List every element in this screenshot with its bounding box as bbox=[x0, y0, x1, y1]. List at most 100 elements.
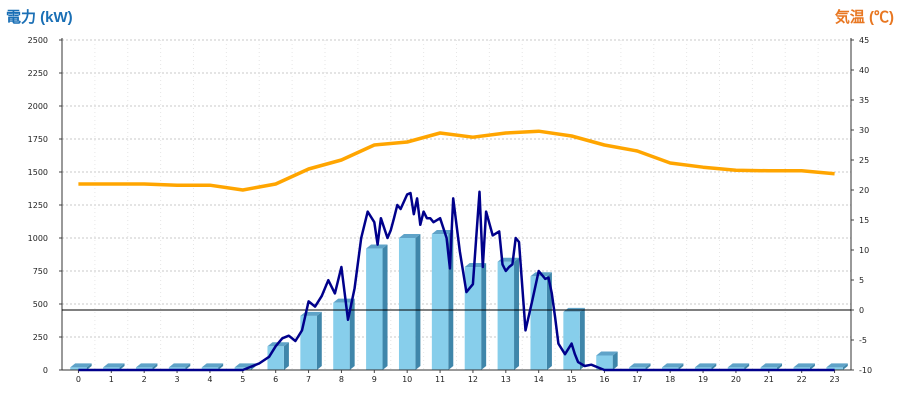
bar bbox=[793, 367, 810, 370]
bar bbox=[760, 367, 778, 370]
x-axis-tick-label: 6 bbox=[273, 375, 278, 384]
bar bbox=[596, 355, 613, 370]
bar-side bbox=[283, 342, 289, 370]
bar bbox=[694, 367, 712, 370]
right-axis-tick-label: 35 bbox=[859, 96, 869, 105]
x-axis-tick-label: 1 bbox=[109, 375, 114, 384]
x-axis-tick-label: 22 bbox=[797, 375, 807, 384]
left-axis-tick-label: 1750 bbox=[28, 135, 48, 144]
x-axis-tick-label: 4 bbox=[207, 375, 212, 384]
bar bbox=[431, 234, 449, 370]
bar-top bbox=[398, 234, 421, 238]
bar bbox=[70, 367, 87, 370]
bar bbox=[135, 367, 153, 370]
bar-side bbox=[842, 363, 848, 370]
bar bbox=[103, 367, 120, 370]
bar-top bbox=[431, 230, 454, 235]
bar-side bbox=[218, 363, 224, 370]
bar-side bbox=[711, 363, 717, 370]
temperature-line bbox=[78, 129, 835, 192]
x-axis-tick-label: 11 bbox=[435, 375, 445, 384]
bar-side bbox=[777, 363, 783, 370]
bar bbox=[727, 367, 745, 370]
right-axis-tick-label: 5 bbox=[859, 276, 864, 285]
bar-top bbox=[103, 363, 125, 368]
left-axis-tick-label: 2500 bbox=[28, 36, 48, 45]
left-axis-tick-label: 1500 bbox=[28, 168, 48, 177]
x-axis-tick-label: 8 bbox=[339, 375, 344, 384]
left-axis-tick-label: 250 bbox=[33, 333, 48, 342]
bar-side bbox=[481, 263, 487, 370]
bar bbox=[168, 367, 186, 370]
bar-top bbox=[70, 363, 92, 368]
x-axis-tick-label: 10 bbox=[402, 375, 412, 384]
right-axis-tick-label: -10 bbox=[859, 366, 872, 375]
bar-top bbox=[201, 363, 224, 368]
bar bbox=[333, 302, 350, 370]
x-axis-tick-label: 3 bbox=[175, 375, 180, 384]
x-axis-tick-label: 5 bbox=[240, 375, 245, 384]
bar-top bbox=[760, 363, 783, 368]
right-axis-tick-label: 45 bbox=[859, 36, 869, 45]
left-axis-tick-label: 2250 bbox=[28, 69, 48, 78]
bar-top bbox=[793, 363, 815, 368]
left-axis-tick-label: 500 bbox=[33, 300, 48, 309]
bar bbox=[629, 367, 646, 370]
x-axis-tick-label: 21 bbox=[764, 375, 774, 384]
bar bbox=[530, 276, 547, 370]
left-axis-tick-label: 750 bbox=[33, 267, 48, 276]
right-axis-tick-label: 25 bbox=[859, 156, 869, 165]
right-axis-tick-label: -5 bbox=[859, 336, 867, 345]
bar-side bbox=[678, 363, 684, 370]
left-axis-tick-label: 1250 bbox=[28, 201, 48, 210]
bar-side bbox=[744, 363, 750, 370]
x-axis-tick-label: 9 bbox=[372, 375, 377, 384]
right-axis-tick-label: 30 bbox=[859, 126, 869, 135]
left-axis-tick-label: 0 bbox=[43, 366, 48, 375]
bar-side bbox=[809, 363, 815, 370]
bar-top bbox=[596, 351, 618, 356]
bar-side bbox=[86, 363, 92, 370]
right-axis-tick-label: 0 bbox=[859, 306, 864, 315]
bar-top bbox=[168, 363, 191, 368]
x-axis-tick-label: 0 bbox=[76, 375, 81, 384]
bar bbox=[661, 367, 679, 370]
bar bbox=[497, 261, 515, 370]
bar-side bbox=[612, 351, 618, 370]
x-axis-tick-label: 19 bbox=[698, 375, 708, 384]
bar-side bbox=[316, 311, 322, 370]
x-axis-tick-label: 18 bbox=[665, 375, 675, 384]
x-axis-tick-label: 16 bbox=[599, 375, 609, 384]
bar bbox=[826, 367, 843, 370]
bar bbox=[398, 238, 416, 370]
bar-side bbox=[119, 363, 125, 370]
bar bbox=[300, 315, 317, 370]
bar-top bbox=[727, 363, 750, 368]
right-axis-tick-label: 15 bbox=[859, 216, 869, 225]
bar-side bbox=[382, 244, 388, 370]
bar-side bbox=[579, 307, 585, 370]
x-axis-tick-label: 17 bbox=[632, 375, 642, 384]
x-axis-tick-label: 7 bbox=[306, 375, 311, 384]
bar-side bbox=[546, 272, 552, 370]
right-axis-tick-label: 10 bbox=[859, 246, 869, 255]
x-axis-tick-label: 14 bbox=[534, 375, 544, 384]
left-axis-title: 電力 (kW) bbox=[6, 9, 73, 26]
x-axis-tick-label: 2 bbox=[142, 375, 147, 384]
right-axis-title: 気温 (℃) bbox=[834, 9, 894, 26]
left-axis-tick-label: 1000 bbox=[28, 234, 48, 243]
x-axis-tick-label: 12 bbox=[468, 375, 478, 384]
bar bbox=[464, 267, 482, 370]
bar-side bbox=[645, 363, 651, 370]
bar-side bbox=[152, 363, 158, 370]
x-axis-tick-label: 15 bbox=[566, 375, 576, 384]
bar-top bbox=[135, 363, 158, 368]
power-line bbox=[78, 190, 835, 372]
bar-top bbox=[661, 363, 684, 368]
right-axis-tick-label: 20 bbox=[859, 186, 869, 195]
x-axis-tick-label: 23 bbox=[829, 375, 839, 384]
bar-top bbox=[629, 363, 651, 368]
bar-top bbox=[694, 363, 717, 368]
bar-side bbox=[185, 363, 191, 370]
